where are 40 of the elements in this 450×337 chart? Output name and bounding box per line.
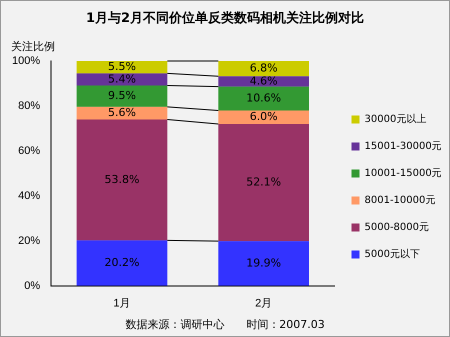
legend-label: 15001-30000元: [364, 141, 442, 152]
bar: [218, 110, 309, 124]
chart-title: 1月与2月不同价位单反类数码相机关注比例对比: [84, 10, 366, 27]
data-label: 52.1%: [246, 175, 282, 188]
y-tick-label: 40%: [18, 190, 40, 202]
y-tick-label: 0%: [24, 280, 40, 292]
bar: [76, 106, 168, 120]
legend-label: 30000元以上: [364, 113, 426, 126]
bar: [218, 124, 309, 242]
bar: [76, 61, 168, 74]
data-label: 5.4%: [108, 72, 136, 86]
legend-label: 5000元以下: [364, 248, 420, 260]
data-label: 20.2%: [104, 256, 140, 269]
legend-label: 5000-8000元: [364, 222, 430, 234]
bar: [76, 73, 168, 86]
data-label: 6.0%: [250, 110, 278, 124]
data-label: 9.5%: [108, 89, 136, 102]
legend-label: 8001-10000元: [364, 195, 436, 206]
x-tick-label: 2月: [255, 297, 272, 310]
data-label: 19.9%: [246, 256, 282, 270]
data-label: 5.5%: [108, 60, 136, 74]
bar: [76, 240, 168, 286]
x-tick-label: 1月: [113, 297, 131, 310]
data-label: 53.8%: [104, 172, 140, 186]
data-label: 4.6%: [250, 74, 278, 88]
bar: [218, 61, 309, 76]
y-axis-title: 关注比例: [11, 39, 55, 54]
legend-label: 10001-15000元: [364, 168, 442, 180]
y-tick-label: 100%: [12, 55, 40, 68]
source-note: 数据来源：调研中心 时间：2007.03: [124, 317, 326, 332]
bar: [76, 86, 168, 107]
y-tick-label: 20%: [18, 234, 40, 247]
y-tick-label: 60%: [18, 144, 40, 157]
y-tick-label: 80%: [18, 100, 40, 112]
data-label: 6.8%: [250, 62, 278, 75]
bar: [218, 241, 309, 286]
data-label: 10.6%: [246, 91, 282, 104]
bar: [218, 86, 309, 110]
bar: [76, 119, 168, 240]
data-label: 5.6%: [108, 106, 136, 120]
